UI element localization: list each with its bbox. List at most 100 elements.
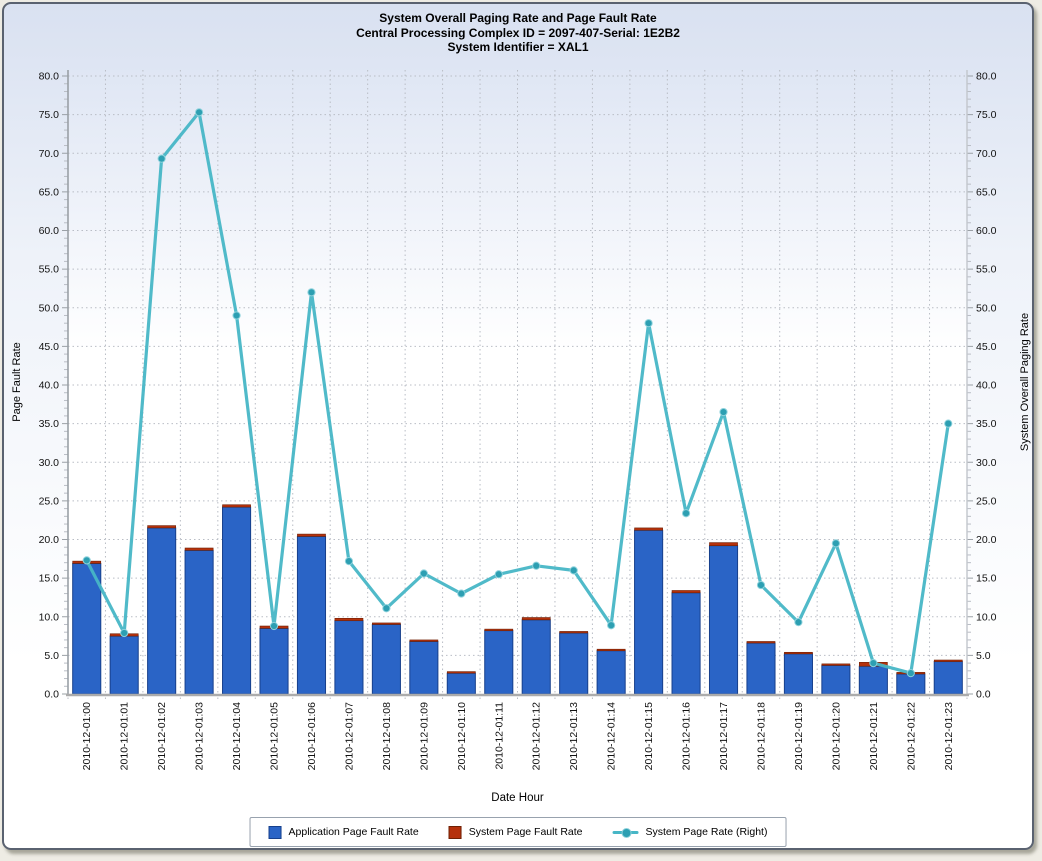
line-marker bbox=[457, 589, 466, 598]
x-axis-tick-label: 2010-12-01:11 bbox=[493, 702, 505, 770]
x-axis-tick-label: 2010-12-01:12 bbox=[531, 702, 543, 770]
chart-plot-area: 0.0 0.0 5.0 5.0 10.0 10.0 15.0 15.0 20.0 20.0 25.0… bbox=[11, 70, 1031, 804]
bar-application-page-fault-rate bbox=[634, 529, 664, 695]
legend-label: System Page Fault Rate bbox=[468, 826, 583, 838]
bar-system-page-fault-rate bbox=[634, 527, 663, 531]
y-axis-title-left: Page Fault Rate bbox=[11, 342, 23, 422]
x-axis-tick-label: 2010-12-01:15 bbox=[643, 702, 655, 770]
y-axis-tick-label-right: 30.0 bbox=[976, 457, 997, 469]
bar-application-page-fault-rate bbox=[521, 619, 551, 695]
bar-system-page-fault-rate bbox=[372, 622, 401, 625]
bar-system-page-fault-rate bbox=[671, 590, 701, 594]
y-axis-tick-label-left: 25.0 bbox=[39, 495, 60, 507]
y-axis-tick-label-right: 10.0 bbox=[976, 611, 997, 623]
y-axis-tick-label-right: 70.0 bbox=[976, 148, 997, 160]
y-axis-tick-label-left: 0.0 bbox=[44, 689, 59, 701]
y-axis-tick-label-right: 5.0 bbox=[976, 650, 991, 662]
bar-application-page-fault-rate bbox=[446, 672, 476, 695]
chart-title-block: System Overall Paging Rate and Page Faul… bbox=[4, 11, 1032, 55]
bar-system-page-fault-rate bbox=[484, 628, 514, 631]
line-marker bbox=[195, 108, 204, 117]
bar-system-page-fault-rate bbox=[933, 659, 963, 662]
y-axis-tick-label-left: 65.0 bbox=[39, 186, 60, 198]
bar-system-page-fault-rate bbox=[596, 648, 626, 652]
x-axis-title: Date Hour bbox=[491, 792, 544, 804]
y-axis-tick-label-left: 80.0 bbox=[39, 71, 60, 83]
y-axis-tick-label-right: 75.0 bbox=[976, 109, 997, 121]
y-axis-tick-label-left: 45.0 bbox=[39, 341, 60, 353]
legend-swatch-application-icon bbox=[268, 825, 282, 839]
x-axis-tick-label: 2010-12-01:18 bbox=[755, 702, 767, 770]
chart-title-line-1: System Overall Paging Rate and Page Faul… bbox=[379, 11, 657, 25]
bar-system-page-fault-rate bbox=[446, 671, 476, 674]
y-axis-title-right: System Overall Paging Rate bbox=[1019, 313, 1031, 451]
line-system-page-rate bbox=[85, 110, 950, 675]
x-axis-tick-label: 2010-12-01:04 bbox=[231, 702, 243, 770]
bar-application-page-fault-rate bbox=[184, 549, 214, 695]
y-axis-tick-label-right: 65.0 bbox=[976, 186, 997, 198]
bar-application-page-fault-rate bbox=[147, 527, 177, 695]
line-marker bbox=[532, 561, 541, 570]
bar-system-page-fault-rate bbox=[746, 641, 776, 644]
line-marker bbox=[831, 539, 840, 548]
bar-system-page-fault-rate bbox=[184, 547, 214, 551]
line-marker bbox=[681, 509, 691, 518]
line-marker bbox=[719, 407, 728, 417]
bar-system-page-fault-rate bbox=[559, 631, 589, 634]
x-axis-tick-label: 2010-12-01:05 bbox=[269, 702, 281, 770]
x-axis-tick-label: 2010-12-01:09 bbox=[418, 702, 430, 770]
bar-application-page-fault-rate bbox=[933, 661, 963, 695]
x-axis-tick-label: 2010-12-01:17 bbox=[718, 702, 730, 770]
y-axis-tick-label-left: 50.0 bbox=[39, 302, 60, 314]
x-axis-tick-label: 2010-12-01:07 bbox=[343, 702, 355, 770]
legend-label: Application Page Fault Rate bbox=[288, 826, 419, 838]
y-axis-tick-label-right: 25.0 bbox=[976, 495, 997, 507]
line-marker bbox=[232, 311, 241, 320]
bar-system-page-fault-rate bbox=[784, 651, 813, 655]
bar-application-page-fault-rate bbox=[596, 650, 626, 695]
x-axis-tick-label: 2010-12-01:19 bbox=[793, 702, 805, 770]
line-marker bbox=[269, 621, 279, 631]
y-axis-tick-label-left: 15.0 bbox=[39, 573, 60, 585]
bar-application-page-fault-rate bbox=[409, 640, 439, 695]
y-axis-tick-label-right: 55.0 bbox=[976, 264, 997, 276]
bar-application-page-fault-rate bbox=[259, 627, 289, 695]
x-axis-tick-label: 2010-12-01:10 bbox=[456, 702, 468, 770]
line-marker bbox=[344, 557, 354, 566]
line-marker bbox=[569, 566, 578, 575]
bar-application-page-fault-rate bbox=[484, 630, 514, 695]
x-axis-tick-label: 2010-12-01:01 bbox=[119, 702, 131, 770]
line-marker bbox=[756, 580, 766, 590]
chart-title-line-2: Central Processing Complex ID = 2097-407… bbox=[356, 25, 680, 40]
y-axis-tick-label-right: 45.0 bbox=[976, 341, 997, 353]
x-axis-tick-label: 2010-12-01:08 bbox=[381, 702, 393, 770]
line-marker bbox=[794, 618, 803, 627]
x-axis-tick-label: 2010-12-01:06 bbox=[306, 702, 318, 770]
y-axis-tick-label-right: 60.0 bbox=[976, 225, 997, 237]
line-marker bbox=[607, 621, 616, 630]
bar-system-page-fault-rate bbox=[521, 617, 551, 621]
y-axis-tick-label-left: 30.0 bbox=[39, 457, 60, 469]
bar-system-page-fault-rate bbox=[709, 542, 738, 546]
line-marker bbox=[494, 570, 503, 579]
bar-application-page-fault-rate bbox=[296, 535, 327, 695]
bar-system-page-fault-rate bbox=[297, 533, 326, 537]
y-axis-tick-label-left: 5.0 bbox=[44, 650, 59, 662]
bar-application-page-fault-rate bbox=[222, 506, 252, 695]
line-marker bbox=[906, 669, 915, 678]
y-axis-tick-label-right: 80.0 bbox=[976, 71, 997, 83]
y-axis-tick-label-right: 35.0 bbox=[976, 418, 997, 430]
x-axis-tick-label: 2010-12-01:20 bbox=[830, 702, 842, 770]
y-axis-tick-label-right: 15.0 bbox=[976, 573, 997, 585]
bar-application-page-fault-rate bbox=[371, 623, 401, 695]
bar-application-page-fault-rate bbox=[821, 664, 851, 695]
bar-application-page-fault-rate bbox=[783, 653, 813, 695]
line-marker bbox=[644, 319, 653, 328]
line-marker bbox=[944, 419, 953, 428]
line-marker bbox=[120, 628, 129, 638]
bar-application-page-fault-rate bbox=[109, 635, 139, 695]
x-axis-tick-label: 2010-12-01:22 bbox=[905, 702, 917, 770]
x-axis-tick-label: 2010-12-01:00 bbox=[81, 702, 93, 770]
legend-item-application-page-fault-rate: Application Page Fault Rate bbox=[268, 825, 419, 839]
y-axis-tick-label-left: 70.0 bbox=[39, 148, 60, 160]
